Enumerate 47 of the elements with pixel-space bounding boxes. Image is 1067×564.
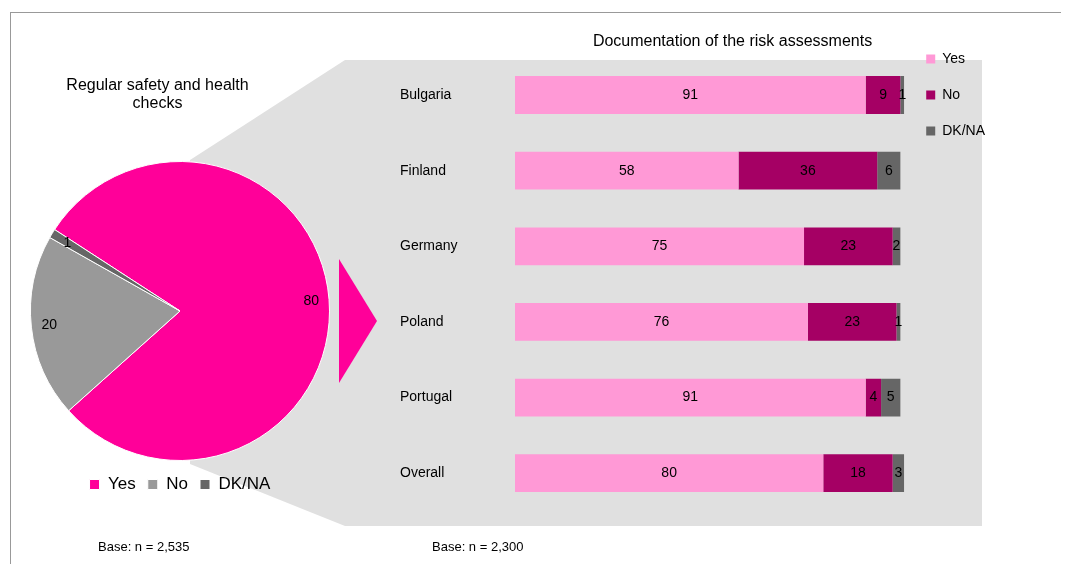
- bar: [515, 454, 824, 493]
- data-label: 6: [884, 161, 893, 178]
- bar: [515, 227, 805, 266]
- y-tick-label: Poland: [400, 312, 444, 329]
- data-label: 9: [879, 85, 888, 102]
- data-label: 80: [661, 464, 678, 481]
- legend-label: Yes: [108, 474, 136, 494]
- bar: [515, 378, 866, 417]
- chart-title: Documentation of the risk assessments: [592, 32, 873, 50]
- bar: [877, 151, 901, 190]
- data-label: 18: [850, 464, 866, 481]
- bar: [881, 378, 901, 417]
- data-label: 75: [651, 237, 668, 254]
- data-label: 76: [653, 312, 670, 329]
- data-label: 3: [894, 464, 903, 481]
- data-label: 91: [682, 388, 699, 405]
- data-label: 23: [844, 312, 861, 329]
- legend-label: No: [942, 85, 961, 102]
- bar: [515, 76, 866, 114]
- bar: [807, 303, 897, 341]
- legend-label: No: [166, 474, 189, 494]
- legend-label: DK/NA: [942, 121, 986, 138]
- chart-title: Regular safety and health checks: [65, 76, 250, 112]
- data-label: 91: [682, 85, 699, 102]
- y-tick-label: Portugal: [400, 388, 453, 405]
- legend-label: DK/NA: [218, 474, 272, 494]
- text: Base: n = 2,300: [432, 539, 524, 554]
- data-label: 2: [892, 237, 901, 254]
- data-label: 23: [840, 237, 857, 254]
- data-label: 5: [886, 388, 895, 405]
- data-label: 80: [303, 291, 320, 308]
- y-tick-label: Bulgaria: [400, 85, 452, 102]
- y-tick-label: Overall: [400, 464, 445, 481]
- legend-label: Yes: [942, 49, 966, 66]
- y-tick-label: Finland: [400, 161, 446, 178]
- data-label: 20: [41, 316, 58, 333]
- data-label: 36: [800, 161, 816, 178]
- y-tick-label: Germany: [400, 237, 458, 254]
- bar: [515, 303, 808, 341]
- text: Base: n = 2,535: [98, 539, 190, 554]
- bar: [738, 151, 878, 190]
- data-label: 58: [618, 161, 635, 178]
- bar: [515, 151, 739, 190]
- data-label: 4: [869, 388, 878, 405]
- bar: [823, 454, 893, 493]
- bar: [865, 76, 901, 114]
- bar: [804, 227, 893, 266]
